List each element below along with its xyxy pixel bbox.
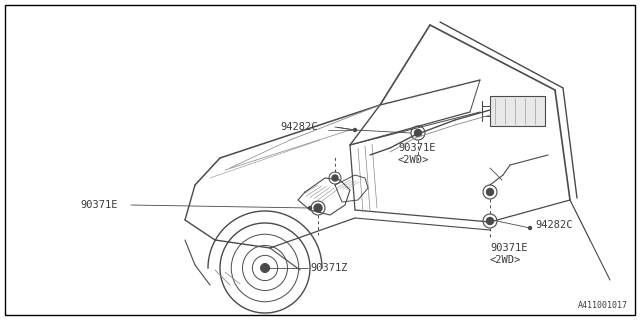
Circle shape (266, 267, 269, 269)
Text: A411001017: A411001017 (578, 301, 628, 310)
Circle shape (353, 129, 356, 132)
Circle shape (415, 130, 422, 137)
Circle shape (486, 218, 493, 225)
Circle shape (314, 204, 322, 212)
Text: 90371Z: 90371Z (310, 263, 348, 273)
Circle shape (260, 263, 269, 273)
Text: 90371E: 90371E (80, 200, 118, 210)
Text: 90371E: 90371E (398, 143, 435, 153)
Text: 90371E: 90371E (490, 243, 527, 253)
Circle shape (332, 175, 338, 181)
Text: 94282C: 94282C (535, 220, 573, 230)
Bar (490, 96, 545, 126)
Text: <2WD>: <2WD> (490, 255, 521, 265)
Circle shape (486, 188, 493, 196)
Circle shape (308, 206, 312, 210)
Circle shape (529, 227, 531, 229)
Text: <2WD>: <2WD> (398, 155, 429, 165)
Text: 94282C: 94282C (280, 122, 317, 132)
